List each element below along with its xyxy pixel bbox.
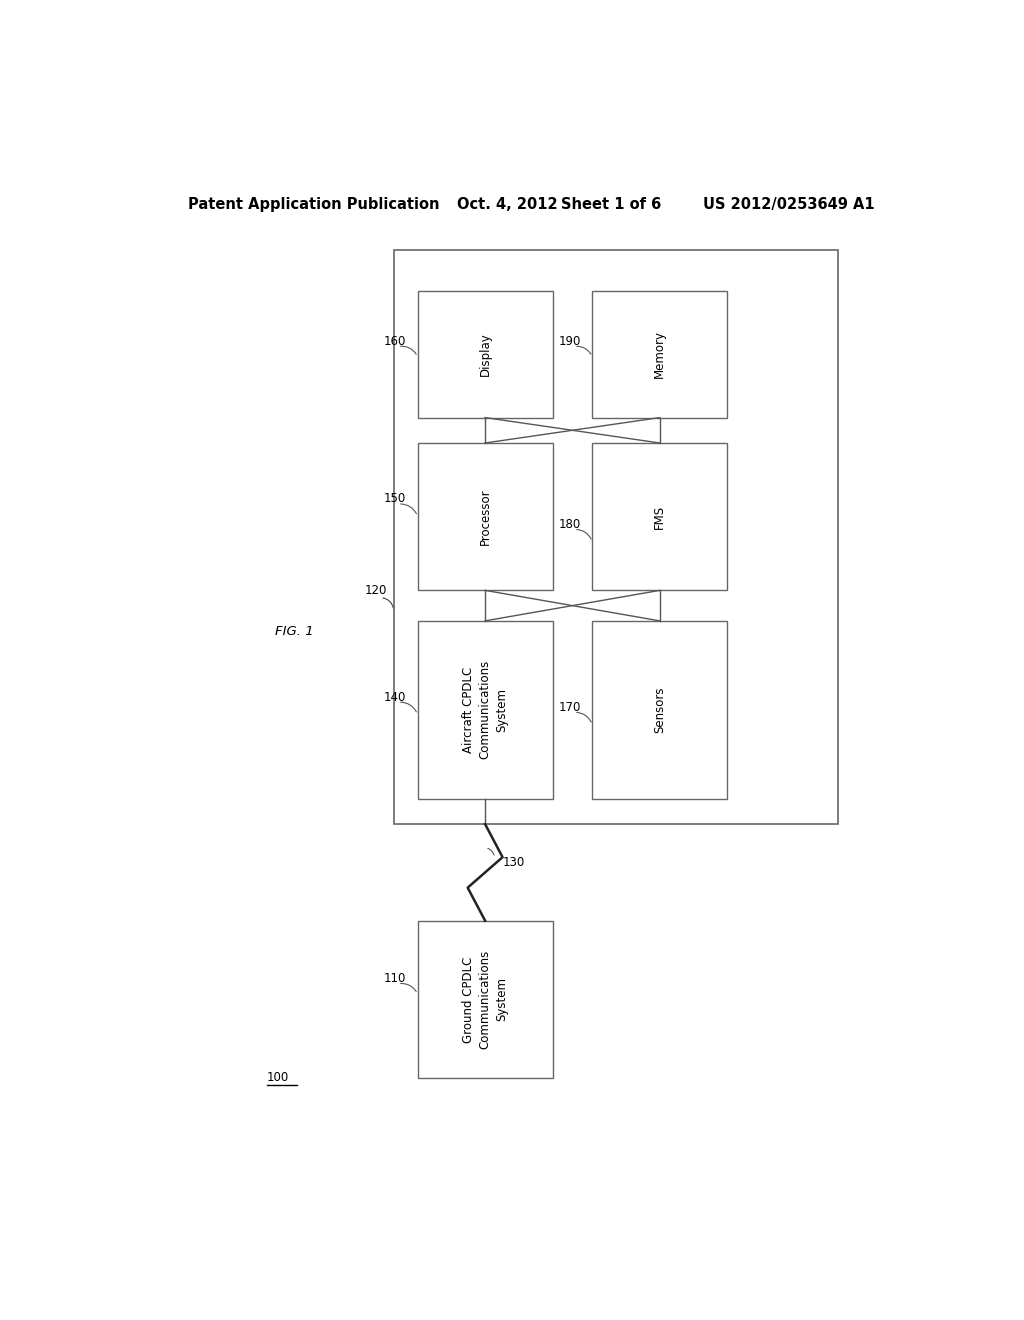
Text: Sheet 1 of 6: Sheet 1 of 6 [560,197,660,211]
Text: Oct. 4, 2012: Oct. 4, 2012 [458,197,558,211]
Bar [418,290,553,417]
Text: Aircraft CPDLC
Communications
System: Aircraft CPDLC Communications System [462,660,509,759]
Bar [418,444,553,590]
Bar [592,444,727,590]
Bar [394,249,839,824]
Text: US 2012/0253649 A1: US 2012/0253649 A1 [703,197,874,211]
Text: 130: 130 [503,857,525,870]
Text: 140: 140 [384,690,406,704]
Bar [592,290,727,417]
Text: 150: 150 [384,492,406,506]
Text: Processor: Processor [478,488,492,545]
Text: Memory: Memory [653,330,667,378]
Bar [418,620,553,799]
Text: FMS: FMS [653,504,667,529]
Text: FIG. 1: FIG. 1 [274,624,313,638]
Bar [592,620,727,799]
Text: 170: 170 [559,701,582,714]
Text: 120: 120 [365,583,387,597]
Text: 160: 160 [384,335,406,348]
Text: 190: 190 [559,335,582,348]
Text: 100: 100 [267,1071,289,1084]
Text: 110: 110 [384,972,406,985]
Text: Patent Application Publication: Patent Application Publication [187,197,439,211]
Text: Ground CPDLC
Communications
System: Ground CPDLC Communications System [462,950,509,1049]
Bar [418,921,553,1078]
Text: Display: Display [478,333,492,376]
Text: 180: 180 [559,517,582,531]
Text: Sensors: Sensors [653,686,667,733]
